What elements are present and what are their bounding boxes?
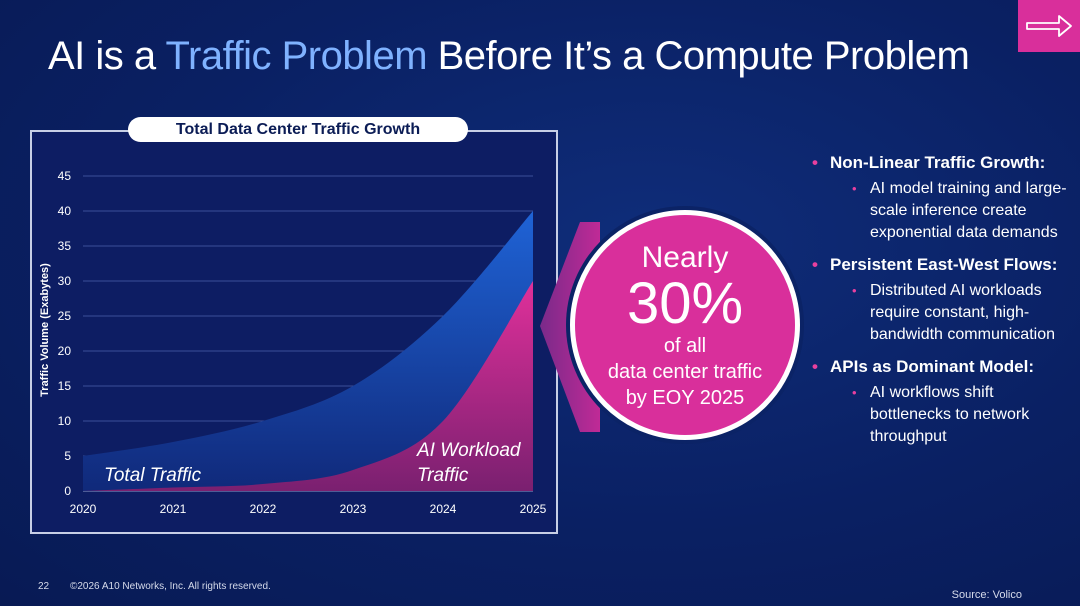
callout-line3: by EOY 2025	[625, 387, 745, 409]
x-tick-label: 2020	[70, 502, 97, 516]
bullet-sub: AI workflows shift bottlenecks to networ…	[812, 382, 1074, 448]
copyright: ©2026 A10 Networks, Inc. All rights rese…	[70, 581, 271, 592]
callout-top: Nearly	[641, 241, 729, 274]
y-axis-label: Traffic Volume (Exabytes)	[39, 263, 51, 397]
x-tick-label: 2024	[430, 502, 457, 516]
ai-workload-label: AI Workload	[416, 440, 522, 461]
y-tick-label: 25	[58, 309, 72, 323]
y-tick-label: 45	[58, 169, 72, 183]
y-tick-label: 20	[58, 344, 72, 358]
callout-line1: of all	[663, 335, 707, 357]
x-tick-label: 2025	[520, 502, 547, 516]
bullet-list: Non-Linear Traffic Growth: AI model trai…	[812, 150, 1074, 456]
ai-workload-label-line2: Traffic	[417, 465, 469, 486]
area-total-traffic	[83, 211, 533, 491]
next-slide-button[interactable]	[1018, 0, 1080, 52]
bullet-sub: AI model training and large-scale infere…	[812, 178, 1074, 244]
x-tick-label: 2022	[250, 502, 277, 516]
callout-percentage: 30%	[626, 271, 744, 336]
page-number: 22	[38, 581, 50, 592]
x-tick-label: 2021	[160, 502, 187, 516]
bullet-sub: Distributed AI workloads require constan…	[812, 280, 1074, 346]
y-tick-label: 40	[58, 204, 72, 218]
bullet-title: Non-Linear Traffic Growth:	[812, 150, 1074, 176]
arrow-right-icon	[1026, 15, 1072, 37]
y-tick-label: 30	[58, 274, 72, 288]
x-tick-label: 2023	[340, 502, 367, 516]
y-tick-label: 0	[64, 484, 71, 498]
page-title: AI is a Traffic Problem Before It’s a Co…	[48, 34, 970, 78]
y-tick-label: 35	[58, 239, 72, 253]
bullet-title: APIs as Dominant Model:	[812, 354, 1074, 380]
callout-circle: Nearly 30% of all data center traffic by…	[570, 210, 800, 440]
callout-line2: data center traffic	[607, 361, 763, 383]
source-note: Source: Volico	[951, 589, 1022, 601]
chart-title: Total Data Center Traffic Growth	[128, 117, 468, 142]
y-tick-label: 10	[58, 414, 72, 428]
title-highlight: Traffic Problem	[165, 34, 428, 78]
area-ai-workload	[83, 281, 533, 491]
bullet-title: Persistent East-West Flows:	[812, 252, 1074, 278]
total-traffic-label: Total Traffic	[104, 465, 202, 486]
y-tick-label: 15	[58, 379, 72, 393]
y-tick-label: 5	[64, 449, 71, 463]
